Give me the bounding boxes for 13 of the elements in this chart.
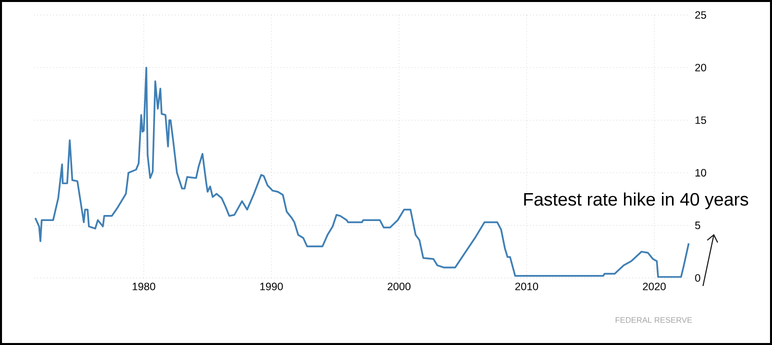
text: FEDERAL RESERVE [616,317,692,323]
annotation: Fastest rate hike in 40 years [524,192,748,210]
x-tick-label: 1980 [132,282,156,290]
y-tick-label: 5 [695,222,700,230]
x-tick-label: 2020 [642,282,666,290]
y-tick-label: 10 [696,169,706,177]
y-tick-label: 25 [695,11,706,19]
x-tick-label: 2000 [388,282,410,290]
y-tick-label: 20 [695,64,706,72]
y-tick-label: 15 [696,116,706,124]
y-tick-label: 0 [695,274,700,282]
x-tick-label: 2010 [515,282,538,290]
x-tick-label: 1990 [260,282,283,290]
